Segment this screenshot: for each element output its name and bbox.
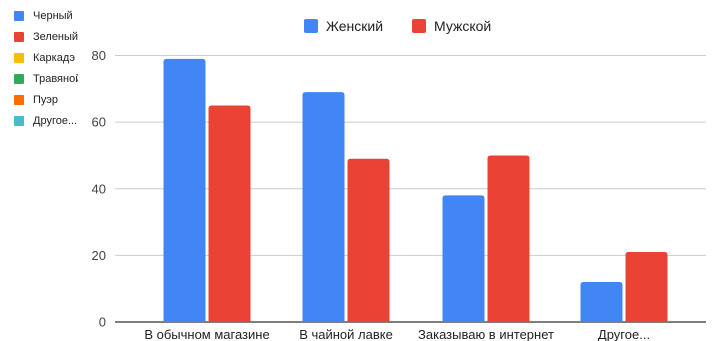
bar-female — [442, 195, 485, 322]
side-legend-item: Зеленый — [14, 30, 78, 44]
y-tick-label: 0 — [99, 315, 106, 330]
side-legend-item: Травяной — [14, 72, 78, 86]
side-legend-label: Зеленый — [33, 31, 78, 43]
category-label: В обычном магазине — [144, 327, 269, 341]
category-label: Заказываю в интернет — [418, 327, 554, 341]
y-axis-ticks: 0 20 40 60 80 — [92, 48, 106, 330]
bar-male — [625, 252, 668, 322]
side-legend-swatch — [14, 74, 24, 84]
chart-legend: Женский Мужской — [304, 18, 491, 34]
side-legend-swatch — [14, 95, 24, 105]
bar-male — [208, 105, 251, 322]
side-legend-label: Каркадэ — [33, 52, 75, 64]
legend-label: Мужской — [434, 18, 491, 34]
category-label: Другое... — [598, 327, 650, 341]
legend-label: Женский — [326, 18, 383, 34]
y-tick-label: 40 — [92, 181, 106, 196]
side-legend-label: Пуэр — [33, 94, 59, 106]
legend-swatch — [304, 19, 318, 33]
y-tick-label: 20 — [92, 248, 106, 263]
side-legend-item: Другое... — [14, 114, 77, 128]
side-legend-swatch — [14, 32, 24, 42]
bar-female — [580, 282, 623, 322]
category-label: В чайной лавке — [299, 327, 393, 341]
bar-female — [302, 92, 345, 322]
bar-male — [487, 155, 530, 322]
side-legend-swatch — [14, 53, 24, 63]
y-tick-label: 60 — [92, 115, 106, 130]
bar-female — [163, 58, 206, 323]
x-axis-categories: В обычном магазине В чайной лавке Заказыва… — [144, 327, 650, 341]
bar-male — [347, 158, 390, 322]
bars — [163, 58, 668, 323]
y-tick-label: 80 — [92, 48, 106, 63]
side-legend-label: Другое... — [33, 115, 78, 127]
side-legend-label: Травяной — [33, 73, 78, 85]
legend-swatch — [412, 19, 426, 33]
side-legend-item: Пуэр — [14, 93, 58, 107]
side-legend-label: Черный — [33, 10, 73, 22]
side-legend-item: Черный — [14, 9, 73, 23]
side-legend-item: Каркадэ — [14, 51, 75, 65]
side-legend-swatch — [14, 116, 24, 126]
side-legend-swatch — [14, 11, 24, 21]
side-legend: Черный Зеленый Каркадэ Травяной Пуэр Другое..… — [0, 0, 78, 140]
